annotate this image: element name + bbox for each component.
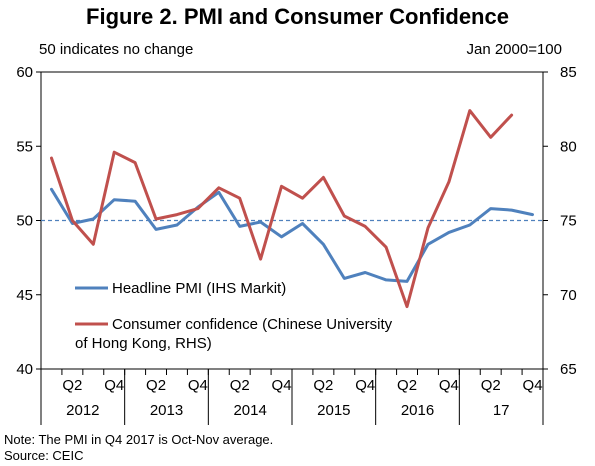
quarter-label: Q2 xyxy=(230,377,250,394)
right-axis-note: Jan 2000=100 xyxy=(466,41,562,58)
quarter-label: Q4 xyxy=(188,377,208,394)
legend-cc-label-line2: of Hong Kong, RHS) xyxy=(75,335,212,352)
quarter-label: Q2 xyxy=(397,377,417,394)
left-axis-note: 50 indicates no change xyxy=(39,41,194,58)
legend-pmi-label: Headline PMI (IHS Markit) xyxy=(112,280,286,297)
legend-cc-label: Consumer confidence (Chinese University o… xyxy=(75,316,393,352)
pmi-series-line xyxy=(50,187,534,283)
note-text: Note: The PMI in Q4 2017 is Oct-Nov aver… xyxy=(4,432,274,447)
right-axis-tick-label: 65 xyxy=(560,361,577,378)
year-label: 2016 xyxy=(401,402,434,419)
consumer-confidence-series-line xyxy=(50,109,514,309)
year-label: 2014 xyxy=(233,402,266,419)
quarter-label: Q4 xyxy=(272,377,292,394)
quarter-label: Q2 xyxy=(62,377,82,394)
right-axis-tick-label: 75 xyxy=(560,213,577,230)
left-axis-tick-label: 55 xyxy=(16,138,33,155)
right-axis-tick-label: 70 xyxy=(560,287,577,304)
quarter-label: Q4 xyxy=(523,377,543,394)
quarter-label: Q4 xyxy=(439,377,459,394)
chart-canvas: 40 45 50 55 60 65 70 75 80 85 Q2 Q4 Q2 Q4 Q2 Q4 Q2 Q4 Q2 Q4… xyxy=(16,64,577,425)
right-axis-tick-label: 80 xyxy=(560,138,577,155)
quarter-label: Q2 xyxy=(313,377,333,394)
left-axis-tick-label: 40 xyxy=(16,361,33,378)
chart-title: Figure 2. PMI and Consumer Confidence xyxy=(86,4,509,29)
quarter-label: Q2 xyxy=(481,377,501,394)
year-label: 2015 xyxy=(317,402,350,419)
quarter-label: Q4 xyxy=(355,377,375,394)
left-axis-tick-label: 45 xyxy=(16,287,33,304)
source-text: Source: CEIC xyxy=(4,448,84,463)
quarter-label: Q2 xyxy=(146,377,166,394)
legend-cc-label-line1: Consumer confidence (Chinese University xyxy=(112,316,393,333)
notes: Note: The PMI in Q4 2017 is Oct-Nov aver… xyxy=(4,432,273,464)
left-axis-tick-label: 60 xyxy=(16,64,33,81)
left-axis-tick-label: 50 xyxy=(16,213,33,230)
right-axis-tick-label: 85 xyxy=(560,64,577,81)
year-label: 2013 xyxy=(150,402,183,419)
year-label: 17 xyxy=(493,402,510,419)
quarter-label: Q4 xyxy=(104,377,124,394)
year-label: 2012 xyxy=(66,402,99,419)
